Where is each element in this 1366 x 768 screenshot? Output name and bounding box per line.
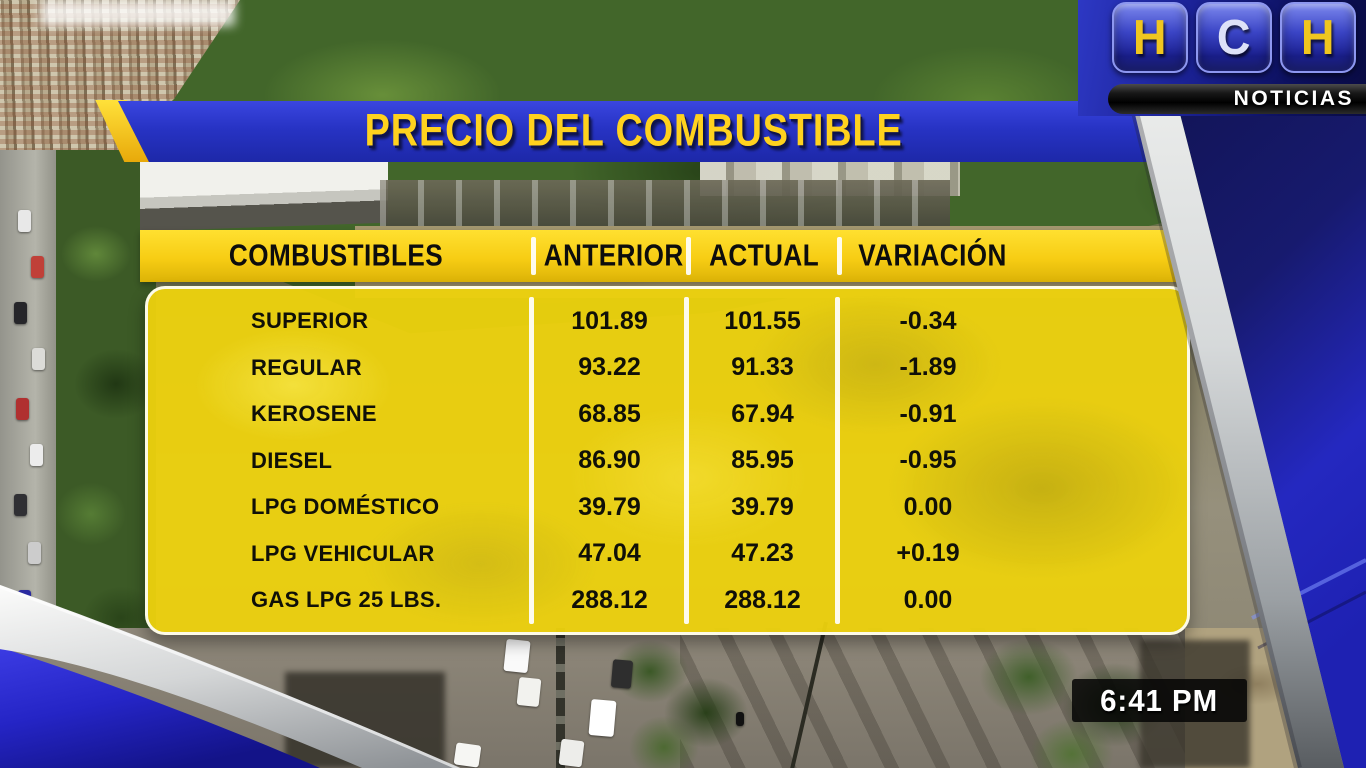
column-header-variacion: VARIACIÓN (858, 238, 1008, 273)
anterior-value: 101.89 (571, 306, 648, 335)
variacion-value: -0.95 (899, 446, 957, 475)
actual-value: 288.12 (724, 585, 801, 614)
actual-value: 67.94 (731, 399, 794, 428)
column-header-anterior: ANTERIOR (543, 238, 684, 273)
bg-car (32, 348, 45, 370)
column-header-actual: ACTUAL (709, 238, 819, 273)
header-separator (837, 237, 842, 275)
table-row: LPG DOMÉSTICO 39.79 39.79 0.00 (148, 484, 1187, 531)
table-row: KEROSENE 68.85 67.94 -0.91 (148, 391, 1187, 438)
title-banner: PRECIO DEL COMBUSTIBLE (118, 101, 1150, 162)
column-separator (529, 297, 534, 624)
noticias-bar: NOTICIAS (1108, 84, 1366, 114)
anterior-value: 47.04 (578, 539, 641, 568)
anterior-value: 93.22 (578, 353, 641, 382)
bg-motorcycle (736, 712, 744, 726)
bg-parked-cars-strip (380, 180, 950, 232)
bg-car (14, 494, 27, 516)
actual-value: 39.79 (731, 492, 794, 521)
bg-vehicle (503, 638, 531, 674)
bg-car (30, 444, 43, 466)
bg-vehicle (610, 659, 634, 689)
header-separator (686, 237, 691, 275)
bg-car (31, 256, 44, 278)
bg-car (16, 398, 29, 420)
variacion-value: 0.00 (903, 492, 953, 521)
column-separator (835, 297, 840, 624)
actual-value: 91.33 (731, 353, 794, 382)
bg-car (18, 590, 31, 612)
bg-vehicle (558, 738, 585, 768)
bg-left-treeline (56, 150, 156, 670)
table-header: COMBUSTIBLES ANTERIOR ACTUAL VARIACIÓN (140, 230, 1196, 282)
anterior-value: 68.85 (578, 399, 641, 428)
variacion-value: -0.34 (899, 306, 957, 335)
fuel-name: DIESEL (251, 447, 333, 473)
table-row: LPG VEHICULAR 47.04 47.23 +0.19 (148, 531, 1187, 578)
actual-value: 101.55 (724, 306, 801, 335)
bg-sky-glare (40, 0, 235, 26)
variacion-value: -0.91 (899, 399, 957, 428)
fuel-name: SUPERIOR (251, 308, 369, 334)
anterior-value: 39.79 (578, 492, 641, 521)
bg-car (18, 210, 31, 232)
variacion-value: -1.89 (899, 353, 957, 382)
bg-car (14, 302, 27, 324)
channel-logo: H C H (1112, 2, 1356, 73)
logo-letter-c: C (1196, 2, 1272, 73)
fuel-name: LPG DOMÉSTICO (251, 494, 440, 520)
table-row: SUPERIOR 101.89 101.55 -0.34 (148, 298, 1187, 345)
fuel-name: LPG VEHICULAR (251, 540, 435, 566)
anterior-value: 86.90 (578, 446, 641, 475)
actual-value: 47.23 (731, 539, 794, 568)
actual-value: 85.95 (731, 446, 794, 475)
bg-vehicle (588, 698, 617, 738)
clock-time: 6:41 PM (1100, 682, 1219, 718)
logo-letter-h2: H (1280, 2, 1356, 73)
fuel-name: KEROSENE (251, 401, 377, 427)
price-table-panel: SUPERIOR 101.89 101.55 -0.34 REGULAR 93.… (145, 286, 1190, 635)
anterior-value: 288.12 (571, 585, 648, 614)
bg-warehouse-building (140, 152, 388, 232)
page-title: PRECIO DEL COMBUSTIBLE (365, 105, 903, 157)
bg-shadow-patch (285, 672, 445, 768)
table-rows: SUPERIOR 101.89 101.55 -0.34 REGULAR 93.… (148, 298, 1187, 624)
clock-display: 6:41 PM (1072, 679, 1247, 722)
table-row: DIESEL 86.90 85.95 -0.95 (148, 438, 1187, 485)
bg-median-trees (608, 630, 748, 768)
table-row: REGULAR 93.22 91.33 -1.89 (148, 345, 1187, 392)
logo-letter-h1: H (1112, 2, 1188, 73)
bg-vehicle (516, 676, 542, 708)
bg-vehicle (453, 742, 482, 768)
variacion-value: +0.19 (896, 539, 960, 568)
column-separator (684, 297, 689, 624)
bg-car (28, 542, 41, 564)
bg-road-median (556, 628, 565, 768)
fuel-name: REGULAR (251, 354, 362, 380)
header-separator (531, 237, 536, 275)
column-header-combustibles: COMBUSTIBLES (228, 238, 443, 273)
noticias-label: NOTICIAS (1233, 87, 1354, 110)
variacion-value: 0.00 (903, 585, 953, 614)
fuel-name: GAS LPG 25 LBS. (251, 587, 442, 613)
table-row: GAS LPG 25 LBS. 288.12 288.12 0.00 (148, 577, 1187, 624)
